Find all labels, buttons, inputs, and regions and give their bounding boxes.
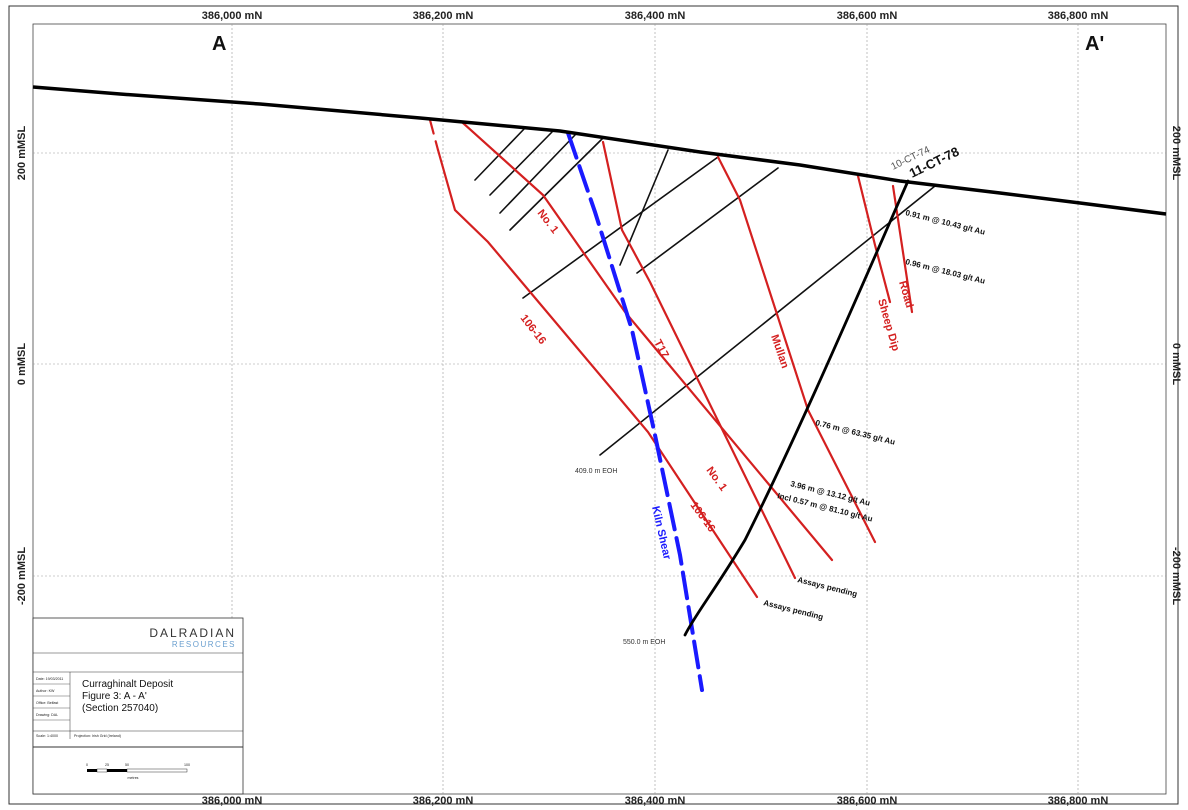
easting-label: 386,800 mN bbox=[1048, 795, 1109, 807]
figure-title-line2: Figure 3: A - A' bbox=[82, 691, 147, 702]
scale-tick: 0 bbox=[86, 763, 88, 767]
eoh-label: 550.0 m EOH bbox=[623, 639, 665, 646]
figure-title-line1: Curraghinalt Deposit bbox=[82, 679, 173, 690]
easting-label: 386,600 mN bbox=[837, 10, 898, 22]
easting-label: 386,000 mN bbox=[202, 795, 263, 807]
vein-sheep-dip bbox=[856, 174, 892, 304]
elevation-label: 0 mMSL bbox=[1170, 343, 1182, 385]
grid-lines bbox=[33, 24, 1166, 794]
eoh-label: 409.0 m EOH bbox=[575, 468, 617, 475]
elevation-label: -200 mMSL bbox=[16, 547, 28, 605]
easting-label: 386,400 mN bbox=[625, 795, 686, 807]
elevation-label: 200 mMSL bbox=[16, 126, 28, 181]
easting-label: 386,800 mN bbox=[1048, 10, 1109, 22]
elevation-label: 0 mMSL bbox=[16, 343, 28, 385]
scale-tick: 25 bbox=[105, 763, 109, 767]
vein-no1 bbox=[461, 121, 834, 562]
easting-label: 386,200 mN bbox=[413, 795, 474, 807]
elevation-label: 200 mMSL bbox=[1170, 126, 1182, 181]
topography-line bbox=[32, 85, 1167, 216]
easting-labels-bottom: 386,000 mN 386,200 mN 386,400 mN 386,600… bbox=[202, 795, 1109, 807]
elevation-labels-right: 200 mMSL 0 mMSL -200 mMSL bbox=[1170, 126, 1182, 606]
easting-label: 386,600 mN bbox=[837, 795, 898, 807]
drillhole-11-ct-78 bbox=[683, 179, 910, 637]
company-logo: DALRADIAN bbox=[149, 626, 236, 640]
easting-labels-top: 386,000 mN 386,200 mN 386,400 mN 386,600… bbox=[202, 10, 1109, 22]
kiln-shear-line bbox=[566, 131, 704, 692]
elevation-labels-left: 200 mMSL 0 mMSL -200 mMSL bbox=[16, 126, 28, 606]
figure-title-line3: (Section 257040) bbox=[82, 703, 158, 714]
meta-drawing: Drawing: DAL bbox=[36, 713, 58, 717]
easting-label: 386,000 mN bbox=[202, 10, 263, 22]
meta-date: Date: 19/03/2011 bbox=[36, 677, 63, 681]
section-start-label: A bbox=[212, 33, 226, 55]
meta-office: Office: Belfast bbox=[36, 701, 58, 705]
easting-label: 386,400 mN bbox=[625, 10, 686, 22]
company-logo-sub: RESOURCES bbox=[172, 640, 236, 649]
veins bbox=[428, 118, 914, 599]
scale-bar: 0 25 50 100 metres bbox=[86, 763, 190, 780]
scale-tick: 100 bbox=[184, 763, 190, 767]
vein-t17 bbox=[601, 140, 797, 580]
meta-scale: Scale: 1:4000 bbox=[36, 734, 58, 738]
easting-label: 386,200 mN bbox=[413, 10, 474, 22]
scale-tick: 50 bbox=[125, 763, 129, 767]
vein-mullan bbox=[716, 155, 877, 544]
title-block: DALRADIAN RESOURCES Date: 19/03/2011 Aut… bbox=[32, 617, 244, 795]
meta-projection: Projection: Irish Grid (Ireland) bbox=[74, 734, 121, 738]
elevation-label: -200 mMSL bbox=[1170, 547, 1182, 605]
vein-106-16 bbox=[428, 118, 440, 152]
scale-unit: metres bbox=[128, 776, 139, 780]
map-inner-frame bbox=[32, 23, 1167, 795]
meta-author: Author: KW bbox=[36, 689, 55, 693]
vein-106-16 bbox=[436, 148, 759, 599]
section-end-label: A' bbox=[1085, 33, 1104, 55]
